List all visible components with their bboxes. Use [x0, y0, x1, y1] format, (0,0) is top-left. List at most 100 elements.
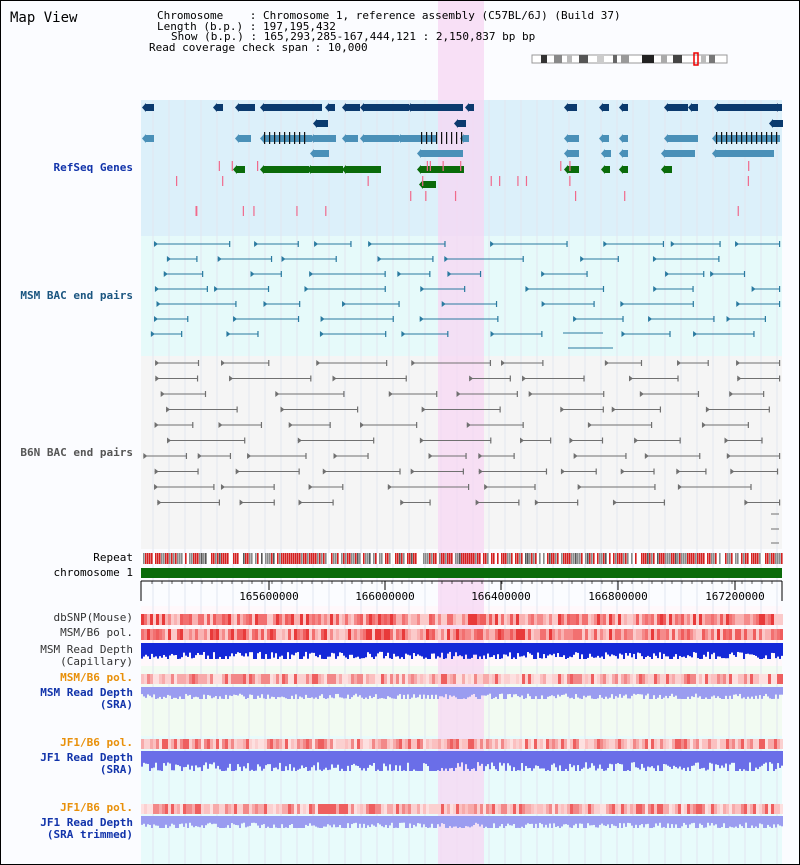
repeat-mark — [569, 553, 571, 564]
track-label-b6n-bac[interactable]: B6N BAC end pairs — [20, 446, 133, 459]
heat-cell — [615, 804, 618, 814]
track-label-chromosome[interactable]: chromosome 1 — [53, 566, 133, 579]
heat-cell — [609, 614, 612, 625]
depth-bar — [505, 643, 507, 655]
heat-cell — [519, 804, 522, 814]
depth-bar — [189, 751, 191, 770]
depth-bar — [665, 643, 667, 657]
repeat-mark — [149, 553, 151, 564]
depth-bar — [353, 643, 355, 659]
heat-cell — [642, 629, 645, 640]
bac-end-marker — [573, 453, 578, 459]
depth-bar — [355, 643, 357, 658]
heat-cell — [558, 804, 561, 814]
heat-cell — [549, 614, 552, 625]
transcript-tick — [195, 206, 197, 216]
depth-bar — [777, 816, 779, 825]
depth-bar — [529, 687, 531, 697]
depth-bar — [431, 751, 433, 771]
heat-cell — [522, 804, 525, 814]
depth-bar — [363, 687, 365, 699]
track-label-msm-depth-capillary[interactable]: MSM Read Depth (Capillary) — [40, 644, 133, 668]
transcript-tick — [253, 206, 255, 216]
track-label-dbsnp[interactable]: dbSNP(Mouse) — [53, 611, 133, 624]
transcript-tick — [460, 161, 462, 171]
heat-cell — [354, 674, 357, 684]
heat-cell — [654, 614, 657, 625]
depth-bar — [655, 687, 657, 699]
depth-bar — [737, 751, 739, 771]
heat-cell — [756, 614, 759, 625]
depth-bar — [441, 687, 443, 697]
track-label-msm-b6-pol[interactable]: MSM/B6 pol. — [60, 626, 133, 639]
repeat-mark — [241, 553, 243, 564]
gene-arrow — [310, 134, 314, 143]
heat-cell — [399, 739, 402, 749]
depth-bar — [707, 751, 709, 770]
depth-bar — [685, 643, 687, 658]
track-label-jf1-depth-trimmed[interactable]: JF1 Read Depth (SRA trimmed) — [40, 817, 133, 841]
depth-bar — [233, 816, 235, 825]
depth-bar — [401, 643, 403, 658]
depth-bar — [503, 687, 505, 699]
heat-cell — [168, 804, 171, 814]
repeat-mark — [265, 553, 267, 564]
repeat-mark — [233, 553, 235, 564]
heat-cell — [144, 674, 147, 684]
heat-cell — [162, 804, 165, 814]
depth-bar — [689, 687, 691, 699]
heat-cell — [552, 674, 555, 684]
depth-bar — [501, 687, 503, 694]
heat-cell — [480, 739, 483, 749]
depth-bar — [437, 643, 439, 657]
depth-bar — [193, 751, 195, 771]
heat-cell — [174, 739, 177, 749]
depth-bar — [603, 816, 605, 826]
depth-bar — [397, 816, 399, 828]
track-label-msm-b6-pol-2[interactable]: MSM/B6 pol. — [60, 671, 133, 684]
repeat-mark — [195, 553, 197, 564]
gene-block — [311, 166, 343, 173]
track-label-repeat[interactable]: Repeat — [93, 551, 133, 564]
heat-cell — [552, 614, 555, 625]
track-label-jf1-depth-sra[interactable]: JF1 Read Depth (SRA) — [40, 752, 133, 776]
track-label-refseq[interactable]: RefSeq Genes — [53, 161, 133, 174]
depth-bar — [563, 643, 565, 656]
depth-bar — [519, 687, 521, 698]
repeat-mark — [221, 553, 223, 564]
depth-bar — [717, 643, 719, 657]
bac-end-marker — [305, 453, 307, 459]
track-label-msm-bac[interactable]: MSM BAC end pairs — [20, 289, 133, 302]
exon-tick — [264, 132, 266, 144]
heat-cell — [651, 614, 654, 625]
depth-bar — [571, 687, 573, 698]
depth-bar — [235, 751, 237, 771]
heat-cell — [759, 739, 762, 749]
heat-cell — [648, 804, 651, 814]
depth-bar — [775, 816, 777, 828]
depth-bar — [461, 751, 463, 763]
repeat-mark — [755, 553, 757, 564]
bac-end-marker — [743, 271, 746, 277]
bac-end-marker — [478, 468, 483, 475]
depth-bar — [657, 751, 659, 766]
track-label-jf1-b6-pol-2[interactable]: JF1/B6 pol. — [60, 801, 133, 814]
track-label-jf1-b6-pol[interactable]: JF1/B6 pol. — [60, 736, 133, 749]
heat-cell — [231, 674, 234, 684]
heat-cell — [501, 614, 504, 625]
depth-bar — [151, 751, 153, 769]
heat-cell — [390, 674, 393, 684]
heat-cell — [537, 629, 540, 640]
heat-cell — [594, 614, 597, 625]
track-label-msm-depth-sra[interactable]: MSM Read Depth (SRA) — [40, 687, 133, 711]
heat-cell — [279, 739, 282, 749]
heat-cell — [150, 804, 153, 814]
depth-bar — [207, 751, 209, 769]
depth-bar — [153, 751, 155, 768]
repeat-mark — [291, 553, 293, 564]
heat-cell — [153, 614, 156, 625]
depth-bar — [307, 816, 309, 826]
gene-arrow — [564, 134, 568, 143]
heat-cell — [537, 739, 540, 749]
